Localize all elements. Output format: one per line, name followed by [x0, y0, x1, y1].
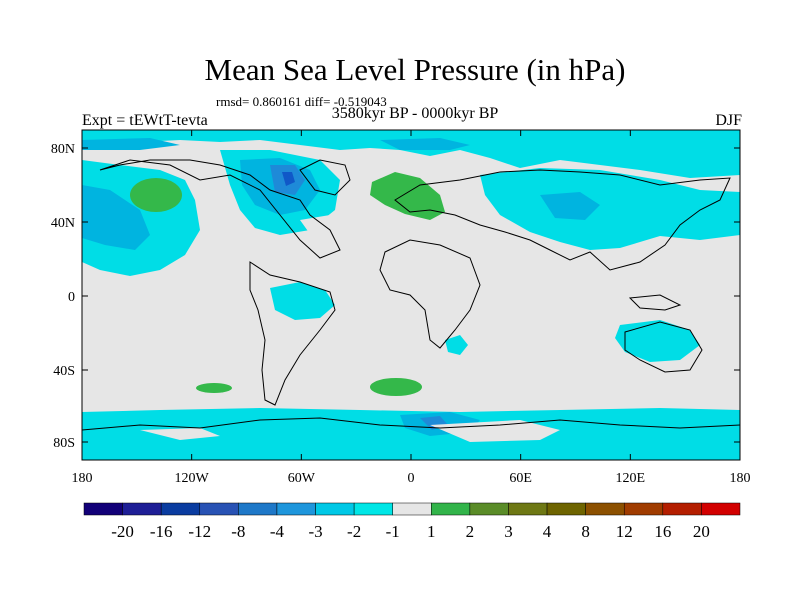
y-tick-label: 40S [53, 364, 75, 379]
colorbar-swatch [238, 502, 278, 516]
colorbar-swatch [662, 502, 702, 516]
colorbar-label: 4 [543, 522, 552, 541]
map-title: Mean Sea Level Pressure (in hPa) [204, 52, 626, 87]
colorbar-label: -2 [347, 522, 361, 541]
colorbar-label: 2 [466, 522, 475, 541]
neutral-patches [140, 210, 560, 442]
negative-anomaly-strongest [282, 172, 295, 186]
colorbar-swatch [122, 502, 162, 516]
map-field [82, 130, 740, 460]
x-tick-label: 180 [730, 471, 751, 486]
y-tick-label: 80N [51, 142, 75, 157]
colorbar-swatch [392, 502, 432, 516]
colorbar-swatch [469, 502, 509, 516]
colorbar-label: -12 [188, 522, 211, 541]
x-tick-label: 120W [175, 471, 210, 486]
y-tick-label: 40N [51, 216, 75, 231]
colorbar-label: -3 [308, 522, 322, 541]
colorbar-swatch [701, 502, 741, 516]
y-tick-label: 0 [68, 290, 75, 305]
x-tick-label: 120E [616, 471, 646, 486]
y-tick-label: 80S [53, 436, 75, 451]
colorbar-swatch [160, 502, 201, 516]
experiment-label: Expt = tEWtT-tevta [82, 112, 208, 129]
season-label: DJF [715, 112, 742, 129]
colorbar-swatch [585, 502, 625, 516]
x-tick-label: 0 [408, 471, 415, 486]
colorbar-label: 8 [581, 522, 590, 541]
colorbar-label: -16 [150, 522, 173, 541]
x-tick-label: 60E [509, 471, 532, 486]
colorbar-label: 20 [693, 522, 710, 541]
statistics-text: rmsd= 0.860161 diff= -0.519043 [216, 94, 387, 109]
colorbar-swatch [508, 502, 548, 516]
colorbar-swatch [83, 502, 123, 516]
colorbar-label: -4 [270, 522, 285, 541]
x-tick-label: 60W [288, 471, 316, 486]
colorbar-swatch [546, 502, 586, 516]
colorbar-label: 16 [654, 522, 671, 541]
colorbar-label: 1 [427, 522, 436, 541]
colorbar-swatch [353, 502, 393, 516]
coastlines [82, 159, 740, 431]
axis-ticks [81, 130, 741, 460]
colorbar-swatch [315, 502, 355, 516]
colorbar-label: -8 [231, 522, 245, 541]
colorbar-swatch [276, 502, 316, 516]
colorbar: -20 -16 -12 -8 -4 -3 -2 -1 1 2 3 4 8 12 16 20 [83, 502, 741, 541]
colorbar-label: -20 [111, 522, 134, 541]
colorbar-swatch [623, 502, 664, 516]
colorbar-label: 12 [616, 522, 633, 541]
period-label: 3580kyr BP - 0000kyr BP [331, 105, 499, 122]
colorbar-label: 3 [504, 522, 513, 541]
colorbar-swatch [431, 502, 471, 516]
axis-labels: 180 120W 60W 0 60E 120E 180 80N 40N 0 40S 80S [51, 142, 751, 486]
x-tick-label: 180 [72, 471, 93, 486]
colorbar-label: -1 [386, 522, 400, 541]
colorbar-swatch [199, 502, 239, 516]
